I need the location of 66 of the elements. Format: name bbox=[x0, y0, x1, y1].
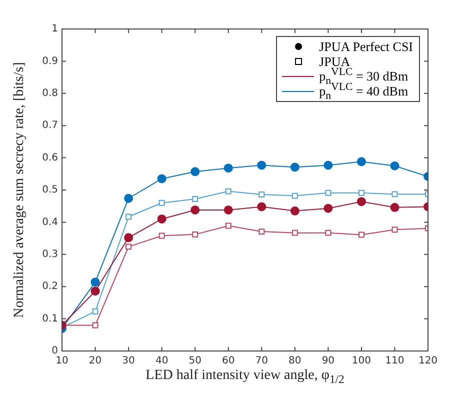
point bbox=[225, 222, 232, 229]
x-tick-label: 80 bbox=[288, 356, 302, 367]
x-tick-label: 30 bbox=[122, 356, 135, 367]
point bbox=[190, 205, 200, 214]
y-tick-label: 0.2 bbox=[42, 281, 58, 292]
y-tick-label: 0.4 bbox=[42, 216, 58, 228]
point bbox=[358, 190, 364, 196]
point bbox=[157, 214, 166, 224]
point bbox=[257, 160, 266, 170]
point bbox=[157, 174, 166, 184]
point bbox=[90, 286, 100, 296]
point bbox=[390, 202, 400, 212]
x-tick-label: 110 bbox=[385, 356, 404, 367]
point bbox=[324, 204, 333, 213]
x-tick-label: 120 bbox=[418, 356, 438, 367]
x-axis-title: LED half intensity view angle, φ$_{1/2}$ bbox=[146, 368, 344, 386]
point bbox=[224, 205, 233, 214]
y-tick-label: 0.3 bbox=[42, 248, 58, 260]
point bbox=[392, 191, 398, 198]
point bbox=[356, 197, 366, 206]
point bbox=[390, 161, 400, 170]
point bbox=[192, 196, 198, 202]
point bbox=[126, 214, 132, 220]
point bbox=[325, 190, 332, 196]
point bbox=[190, 167, 200, 176]
point bbox=[192, 231, 198, 238]
point bbox=[158, 232, 165, 239]
annotation: JPUA bbox=[319, 54, 350, 68]
point bbox=[290, 206, 300, 216]
point bbox=[258, 192, 265, 198]
point bbox=[90, 278, 100, 287]
point bbox=[257, 202, 266, 212]
x-tick-label: 20 bbox=[88, 356, 102, 367]
point bbox=[124, 194, 134, 203]
y-tick-label: 0 bbox=[52, 346, 58, 357]
annotation: JPUA Perfect CSI bbox=[319, 38, 413, 54]
y-axis-title: Normalized average sum secrecy rate, [bits/s] bbox=[12, 62, 28, 318]
x-tick-label: 100 bbox=[352, 356, 371, 367]
point bbox=[358, 232, 364, 238]
point bbox=[158, 200, 165, 206]
point bbox=[224, 164, 233, 173]
point bbox=[290, 162, 300, 172]
y-tick-label: 0.6 bbox=[42, 152, 58, 164]
point bbox=[356, 157, 366, 166]
point bbox=[292, 230, 298, 236]
point bbox=[124, 233, 134, 242]
y-tick-label: 0.5 bbox=[42, 184, 58, 196]
x-tick-label: 70 bbox=[255, 356, 268, 367]
y-tick-label: 0.8 bbox=[42, 88, 58, 99]
x-tick-label: 40 bbox=[155, 356, 168, 367]
point bbox=[324, 160, 333, 170]
y-tick-label: 0.9 bbox=[42, 56, 58, 67]
x-tick-label: 60 bbox=[222, 356, 235, 367]
x-tick-label: 10 bbox=[56, 356, 68, 367]
point bbox=[258, 228, 265, 235]
point bbox=[92, 308, 98, 314]
point bbox=[292, 192, 298, 199]
x-tick-label: 90 bbox=[322, 356, 335, 367]
point bbox=[325, 230, 332, 236]
x-tick-label: 50 bbox=[188, 356, 202, 367]
point bbox=[126, 244, 132, 250]
y-tick-label: 1 bbox=[52, 24, 58, 35]
point bbox=[392, 226, 398, 233]
y-tick-label: 0.1 bbox=[42, 313, 58, 324]
y-tick-label: 0.7 bbox=[42, 120, 58, 132]
point bbox=[225, 188, 232, 194]
